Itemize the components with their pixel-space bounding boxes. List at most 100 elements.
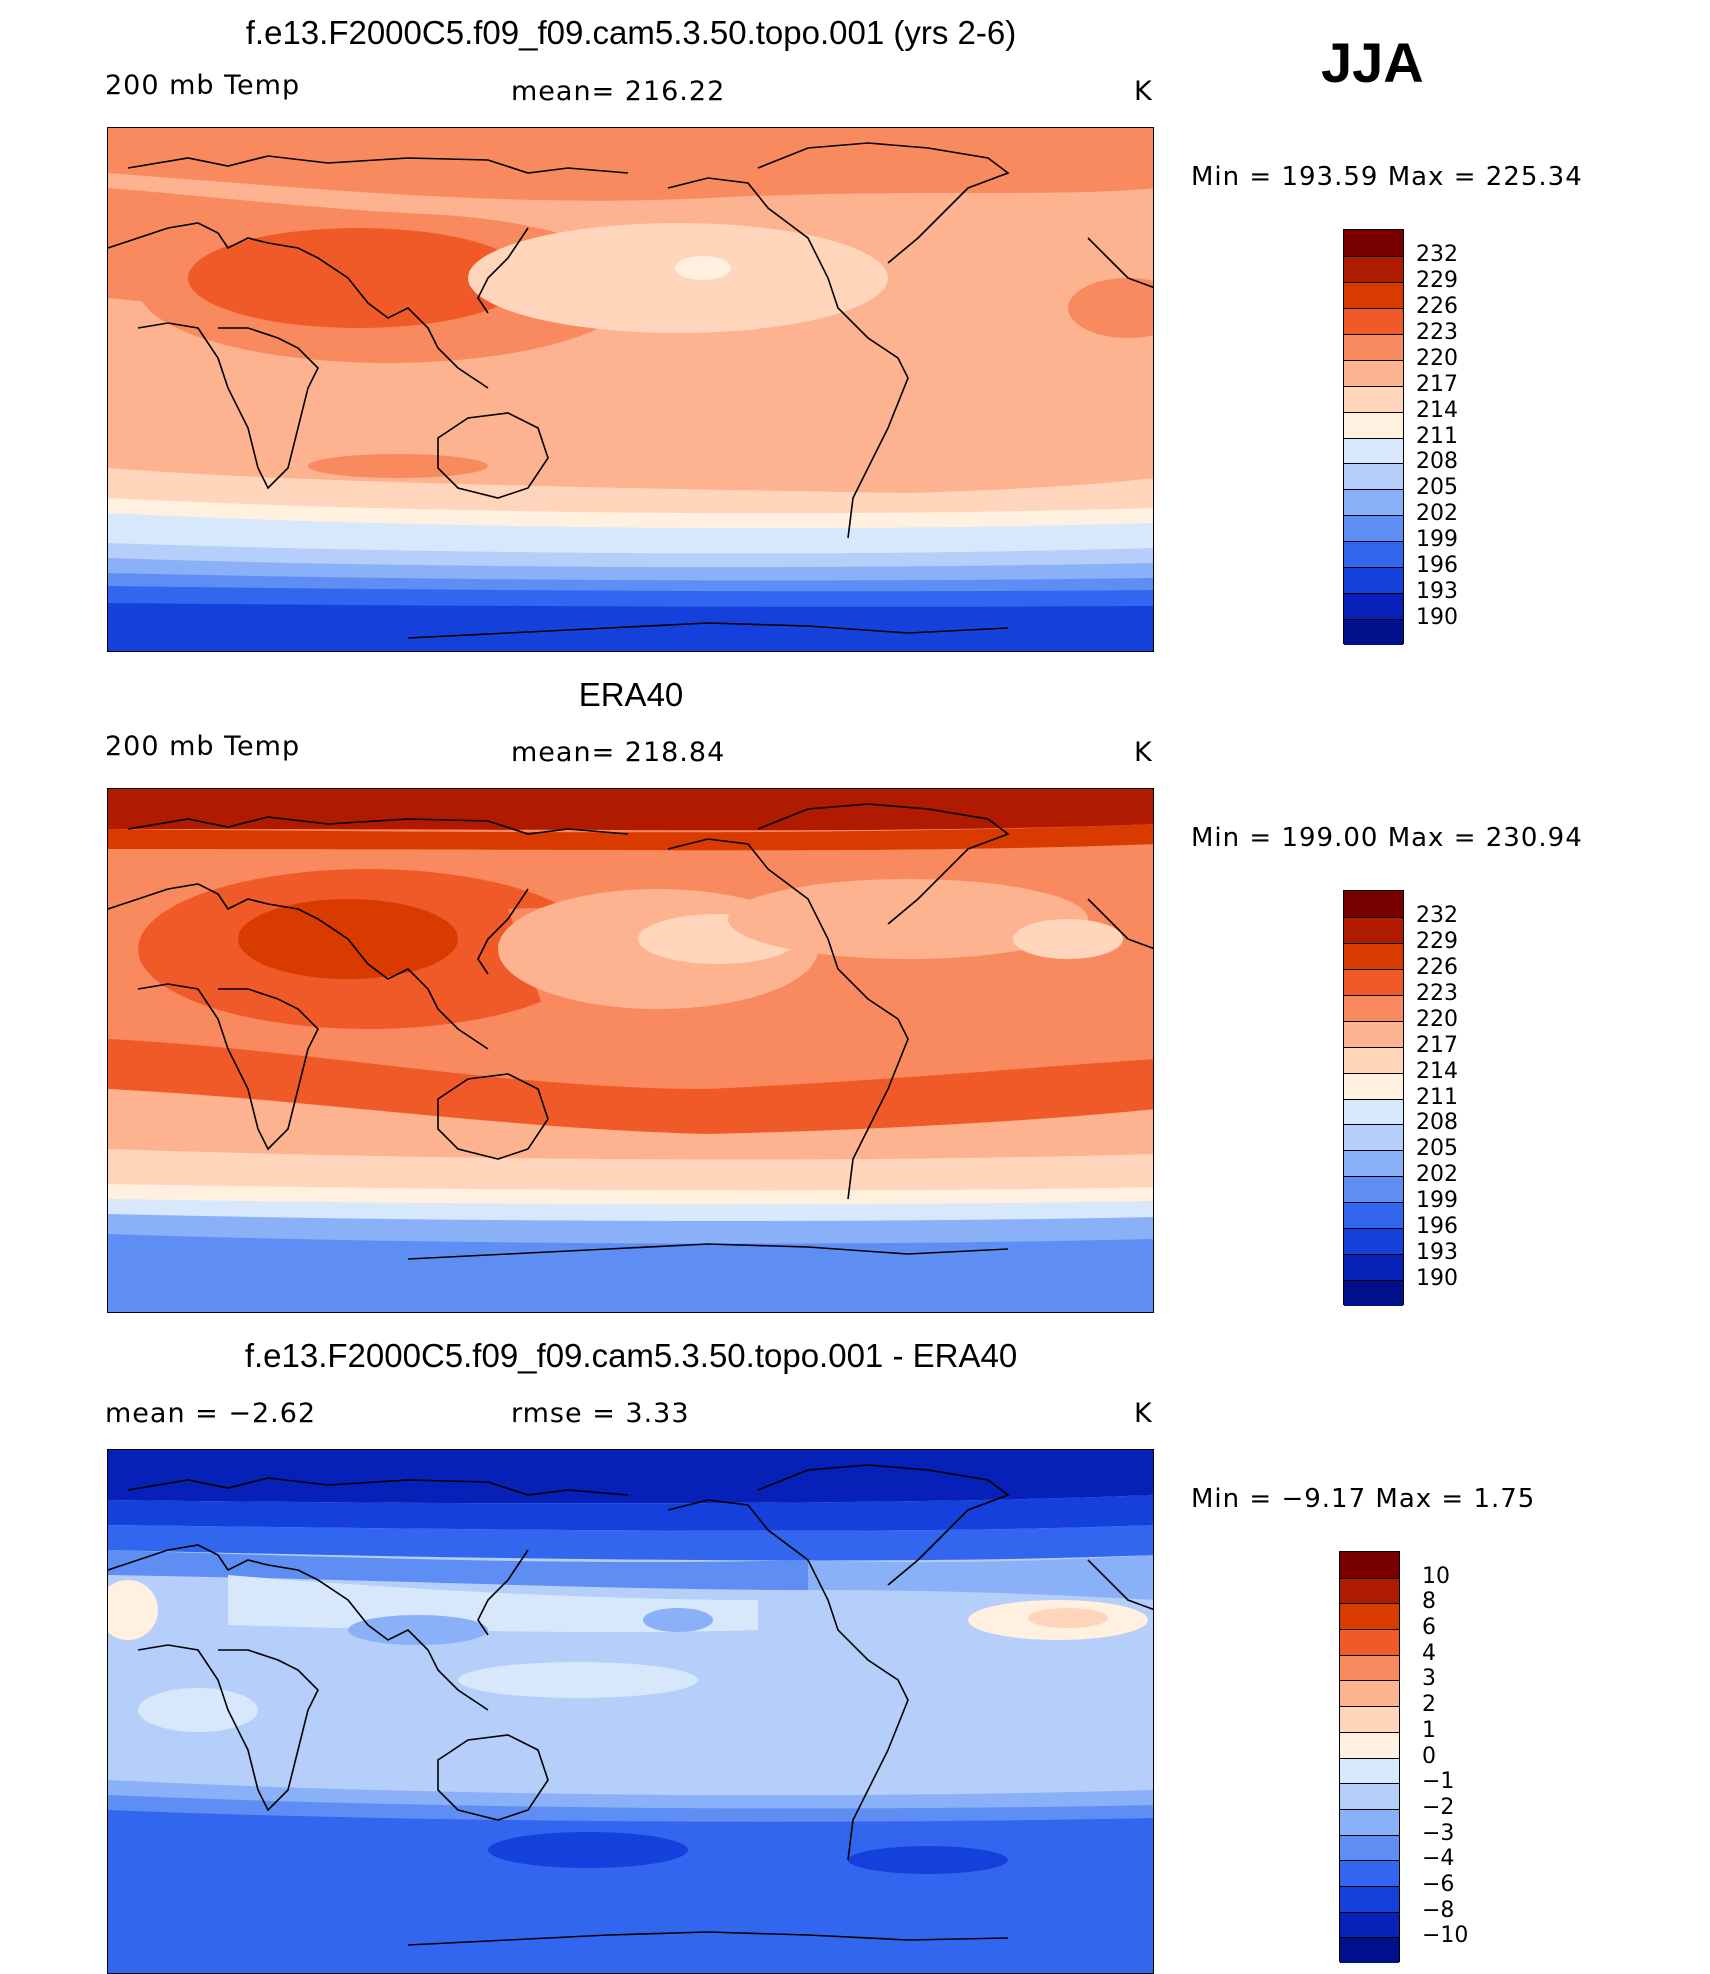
colorbar-label: 202 [1416,1162,1458,1188]
colorbar-box [1344,1202,1403,1229]
colorbar-box [1344,968,1403,995]
colorbar-box [1344,255,1403,282]
colorbar-label: 220 [1416,345,1458,371]
colorbar-box [1340,1911,1399,1938]
colorbar-box [1344,593,1403,620]
panel-1-title: f.e13.F2000C5.f09_f09.cam5.3.50.topo.001… [245,14,1017,51]
colorbar-box [1344,1124,1403,1151]
colorbar-label: 223 [1416,980,1458,1006]
panel-1-mean-label: mean= 216.22 [511,76,726,107]
colorbar-box [1340,1680,1399,1707]
colorbar-box [1340,1706,1399,1732]
panel-1-minmax: Min = 193.59 Max = 225.34 [1191,162,1583,192]
colorbar-label: 211 [1416,423,1458,449]
panel-2-minmax: Min = 199.00 Max = 230.94 [1191,823,1583,853]
colorbar-box [1340,1808,1399,1835]
colorbar-label: 2 [1422,1692,1436,1718]
panel-3-map [107,1449,1154,1974]
colorbar-label: 199 [1416,527,1458,553]
colorbar-box [1344,489,1403,516]
colorbar-box [1344,619,1403,645]
colorbar-box [1344,541,1403,568]
colorbar-box [1340,1629,1399,1655]
panel-3-colorbar [1339,1551,1400,1963]
colorbar-label: 214 [1416,1058,1458,1084]
colorbar-box [1344,1020,1403,1047]
colorbar-label: −6 [1422,1871,1455,1897]
colorbar-box [1340,1577,1399,1604]
panel-2-units-label: K [1134,737,1153,768]
colorbar-label: 220 [1416,1006,1458,1032]
colorbar-box [1344,515,1403,542]
panel-1-map [107,127,1154,652]
colorbar-box [1344,385,1403,412]
colorbar-label: 226 [1416,293,1458,319]
colorbar-label: 205 [1416,475,1458,501]
panel-2-mean-label: mean= 218.84 [511,737,726,768]
colorbar-label: 0 [1422,1743,1436,1769]
colorbar-label: 199 [1416,1188,1458,1214]
colorbar-box [1340,1731,1399,1758]
colorbar-label: −1 [1422,1769,1455,1795]
colorbar-box [1340,1885,1399,1912]
colorbar-box [1344,1150,1403,1177]
colorbar-box [1340,1860,1399,1886]
colorbar-box [1344,281,1403,308]
colorbar-box [1344,1176,1403,1203]
panel-3-rmse-label: rmse = 3.33 [511,1398,690,1429]
colorbar-label: 10 [1422,1563,1450,1589]
panel-3-units-label: K [1134,1398,1153,1429]
colorbar-label: 211 [1416,1084,1458,1110]
colorbar-label: 229 [1416,267,1458,293]
colorbar-label: 193 [1416,579,1458,605]
panel-2-map [107,788,1154,1313]
colorbar-label: 3 [1422,1666,1436,1692]
panel-3-title: f.e13.F2000C5.f09_f09.cam5.3.50.topo.001… [244,1337,1018,1374]
colorbar-label: 223 [1416,319,1458,345]
panel-3-mean-label: mean = −2.62 [105,1398,317,1429]
colorbar-box [1340,1757,1399,1784]
colorbar-label: 208 [1416,1110,1458,1136]
colorbar-label: 232 [1416,902,1458,928]
colorbar-box [1340,1937,1399,1963]
panel-1-variable-label: 200 mb Temp [105,70,301,101]
colorbar-box [1340,1552,1399,1578]
colorbar-box [1340,1654,1399,1681]
colorbar-box [1340,1783,1399,1809]
colorbar-label: 190 [1416,1266,1458,1292]
colorbar-box [1344,411,1403,438]
colorbar-box [1344,437,1403,464]
colorbar-label: 217 [1416,371,1458,397]
colorbar-label: 196 [1416,1214,1458,1240]
colorbar-label: 205 [1416,1136,1458,1162]
panel-2-title: ERA40 [578,676,684,713]
colorbar-label: 208 [1416,449,1458,475]
colorbar-box [1340,1603,1399,1630]
colorbar-box [1344,1228,1403,1255]
colorbar-box [1344,463,1403,490]
colorbar-box [1340,1834,1399,1861]
colorbar-label: 1 [1422,1717,1436,1743]
colorbar-label: −10 [1422,1923,1469,1949]
colorbar-label: 214 [1416,397,1458,423]
colorbar-label: 229 [1416,928,1458,954]
colorbar-box [1344,891,1403,917]
colorbar-label: 190 [1416,605,1458,631]
colorbar-box [1344,307,1403,334]
colorbar-label: 8 [1422,1589,1436,1615]
panel-1-units-label: K [1134,76,1153,107]
colorbar-box [1344,1254,1403,1281]
colorbar-label: −3 [1422,1820,1455,1846]
season-label: JJA [1321,31,1424,94]
colorbar-label: −2 [1422,1794,1455,1820]
panel-3-minmax: Min = −9.17 Max = 1.75 [1191,1484,1536,1514]
colorbar-box [1344,333,1403,360]
colorbar-box [1344,567,1403,594]
colorbar-box [1344,1046,1403,1073]
colorbar-label: 193 [1416,1240,1458,1266]
colorbar-box [1344,230,1403,256]
colorbar-label: −8 [1422,1897,1455,1923]
colorbar-box [1344,942,1403,969]
colorbar-box [1344,916,1403,943]
colorbar-label: 226 [1416,954,1458,980]
